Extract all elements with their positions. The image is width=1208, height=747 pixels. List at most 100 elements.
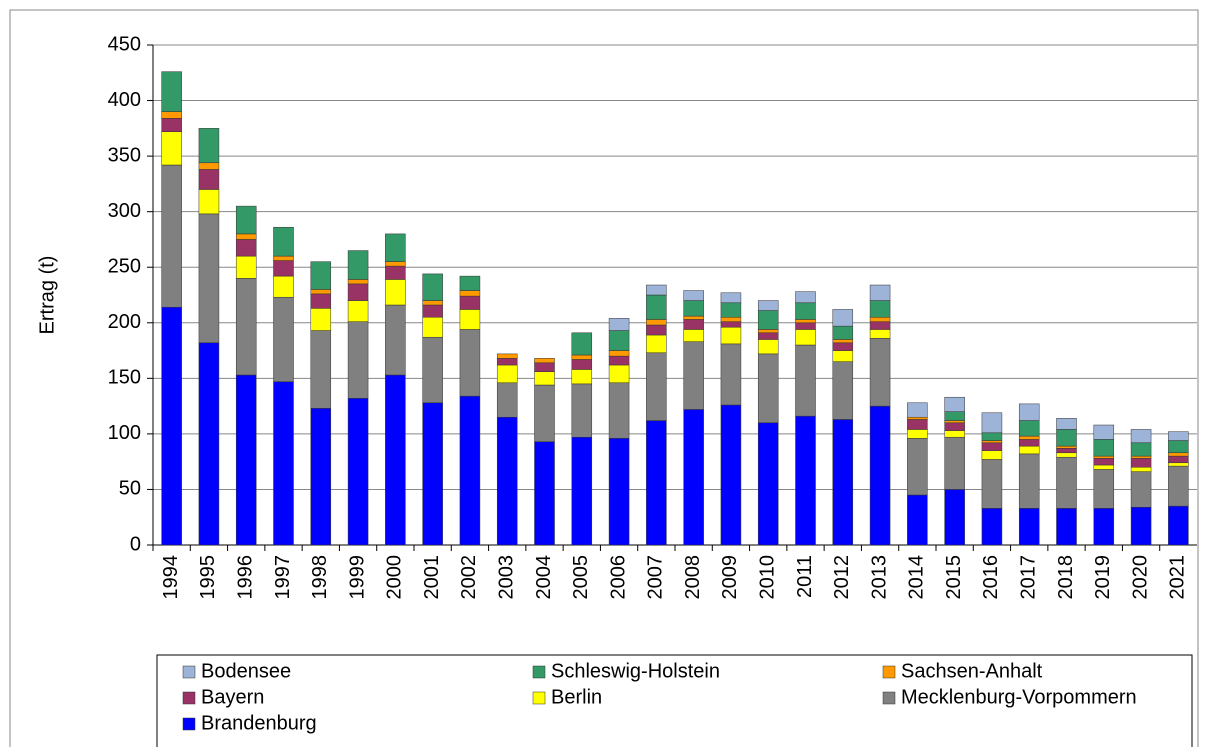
bar-segment <box>161 306 182 546</box>
bar-segment <box>347 398 369 546</box>
bar-segment <box>571 359 593 370</box>
bar-segment <box>534 371 555 386</box>
bar-segment <box>310 330 332 409</box>
x-tick-label: 2003 <box>495 555 517 600</box>
bar-segment <box>534 384 555 442</box>
bar-segment <box>720 302 742 318</box>
bar-segment <box>944 436 965 490</box>
x-tick-label: 2005 <box>570 555 592 600</box>
bar-segment <box>1018 445 1040 455</box>
bar-segment <box>534 358 555 364</box>
x-tick-label: 1999 <box>346 555 368 600</box>
bar-segment <box>422 300 443 306</box>
bar-segment <box>1093 469 1115 509</box>
bar-segment <box>795 344 816 417</box>
bar-segment <box>646 352 667 421</box>
bar-segment <box>981 412 1003 434</box>
bar-segment <box>571 369 593 385</box>
bar-segment <box>1056 429 1077 447</box>
bar-segment <box>273 296 294 382</box>
bar-segment <box>1168 440 1189 454</box>
legend-swatch <box>182 691 196 705</box>
bar-segment <box>273 226 294 257</box>
bar-segment <box>720 316 742 322</box>
x-tick-label: 2001 <box>421 555 443 600</box>
y-tick-label: 150 <box>108 367 141 389</box>
bar-segment <box>720 292 742 304</box>
x-tick-label: 2013 <box>868 555 890 600</box>
bar-segment <box>1093 464 1115 470</box>
bar-segment <box>1130 466 1152 472</box>
y-tick-label: 0 <box>130 533 141 555</box>
bar-segment <box>832 342 854 351</box>
x-tick-label: 2002 <box>458 555 480 600</box>
bar-segment <box>161 131 182 166</box>
bar-segment <box>683 300 704 317</box>
bar-segment <box>832 350 854 362</box>
x-tick-label: 2020 <box>1129 555 1151 600</box>
frame <box>9 9 1199 747</box>
y-tick-label: 50 <box>119 478 141 500</box>
bar-segment <box>385 233 406 262</box>
x-tick-label: 2000 <box>384 555 406 600</box>
bar-segment <box>907 402 928 418</box>
bar-segment <box>1018 435 1040 440</box>
bar-segment <box>757 422 779 546</box>
bar-segment <box>571 332 593 356</box>
bar-segment <box>273 255 294 261</box>
legend-swatch <box>882 665 896 679</box>
bar-segment <box>1093 458 1115 466</box>
y-tick-label: 400 <box>108 89 141 111</box>
bar-segment <box>198 189 220 215</box>
y-tick-label: 300 <box>108 200 141 222</box>
bar-segment <box>1130 458 1152 468</box>
x-tick-label: 2012 <box>831 555 853 600</box>
bar-segment <box>571 354 593 360</box>
legend-label: Bayern <box>201 686 264 708</box>
bar-segment <box>161 111 182 119</box>
bar-segment <box>496 353 518 359</box>
bar-segment <box>944 396 965 412</box>
legend-swatch <box>182 665 196 679</box>
bar-segment <box>1168 465 1189 507</box>
bar-segment <box>161 71 182 112</box>
bar-segment <box>608 382 630 439</box>
bar-segment <box>198 342 220 546</box>
x-tick-label: 2008 <box>682 555 704 600</box>
bar-segment <box>1130 506 1152 546</box>
bar-segment <box>1093 439 1115 457</box>
x-tick-label: 2011 <box>794 555 816 598</box>
x-tick-label: 2010 <box>756 555 778 600</box>
bar-segment <box>944 489 965 546</box>
legend-label: Berlin <box>551 686 602 708</box>
bar-segment <box>1056 445 1077 449</box>
bar-segment <box>720 404 742 546</box>
bar-segment <box>720 326 742 345</box>
y-tick-label: 450 <box>108 33 141 55</box>
bar-segment <box>310 289 332 295</box>
bar-segment <box>795 291 816 304</box>
bar-segment <box>1130 442 1152 457</box>
bar-segment <box>944 430 965 438</box>
bar-segment <box>757 339 779 355</box>
bar-segment <box>832 309 854 327</box>
bar-segment <box>235 374 257 546</box>
x-tick-label: 1995 <box>197 555 219 600</box>
bar-segment <box>347 279 369 285</box>
bar-segment <box>795 319 816 324</box>
legend-label: Schleswig-Holstein <box>551 660 720 682</box>
bar-segment <box>683 341 704 410</box>
bar-segment <box>1168 462 1189 467</box>
bar-segment <box>235 233 257 240</box>
bar-segment <box>757 310 779 330</box>
y-tick-label: 250 <box>108 256 141 278</box>
bar-segment <box>1168 505 1189 546</box>
bar-segment <box>1018 403 1040 421</box>
bar-segment <box>1056 448 1077 454</box>
bar-segment <box>907 416 928 420</box>
bar-segment <box>832 339 854 344</box>
legend-swatch <box>182 717 196 731</box>
bar-segment <box>1130 471 1152 508</box>
x-tick-label: 2018 <box>1055 555 1077 600</box>
legend-swatch <box>882 691 896 705</box>
